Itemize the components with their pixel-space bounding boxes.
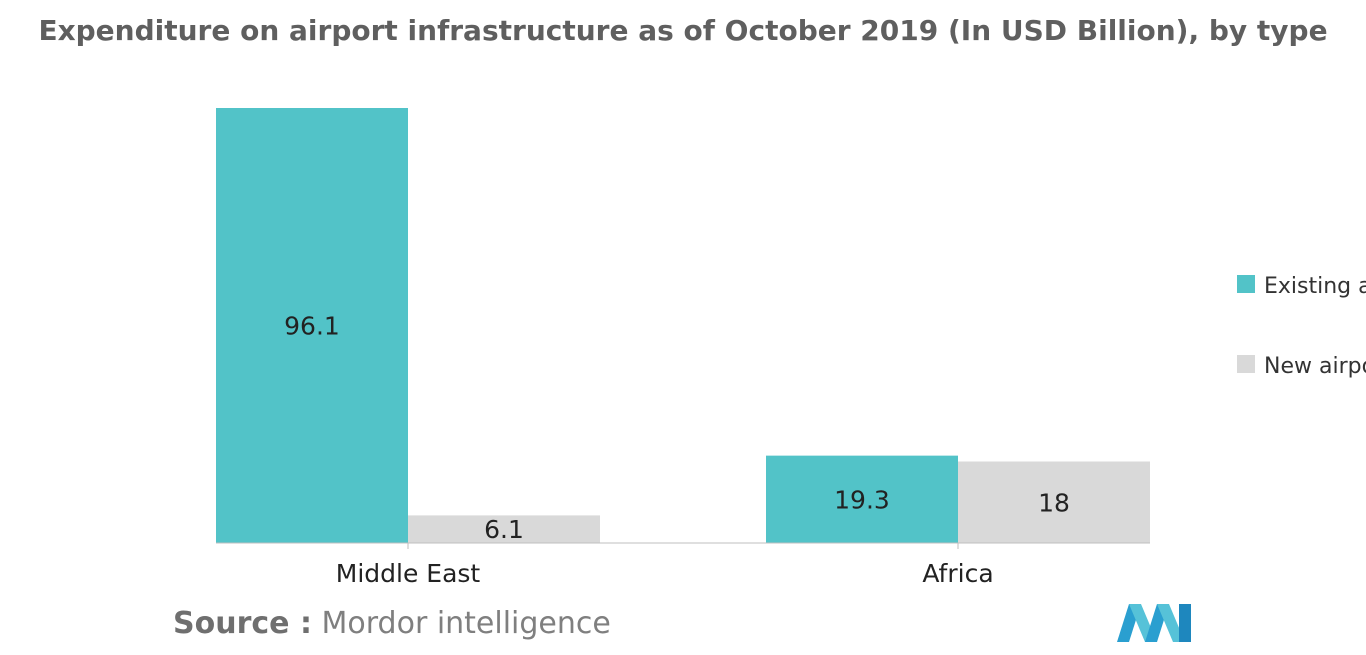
value-label: 18 (1038, 488, 1070, 517)
source-label: Source : (173, 606, 312, 641)
source-note: Source : Mordor intelligence (173, 606, 611, 641)
legend-label: Existing ai (1264, 274, 1366, 299)
value-label: 96.1 (284, 312, 340, 341)
category-labels-layer: Middle East Africa (336, 543, 994, 588)
legend: Existing ai New airpo (1237, 274, 1366, 379)
source-text: Mordor intelligence (321, 606, 611, 641)
legend-swatch (1237, 275, 1255, 293)
category-label: Middle East (336, 559, 481, 588)
bar-africa-series-1 (958, 461, 1150, 543)
chart-title: Expenditure on airport infrastructure as… (38, 14, 1328, 47)
bars-layer (216, 108, 1150, 543)
value-labels-layer: 96.1 6.1 19.3 18 (284, 312, 1070, 545)
bar-africa-series-0 (766, 455, 958, 543)
value-label: 19.3 (834, 485, 890, 514)
legend-label: New airpo (1264, 354, 1366, 379)
bar-middle-east-series-1 (408, 515, 600, 543)
value-label: 6.1 (484, 515, 524, 544)
category-label: Africa (922, 559, 993, 588)
bar-middle-east-series-0 (216, 108, 408, 543)
mordor-intelligence-logo-icon (1117, 604, 1191, 642)
legend-swatch (1237, 355, 1255, 373)
